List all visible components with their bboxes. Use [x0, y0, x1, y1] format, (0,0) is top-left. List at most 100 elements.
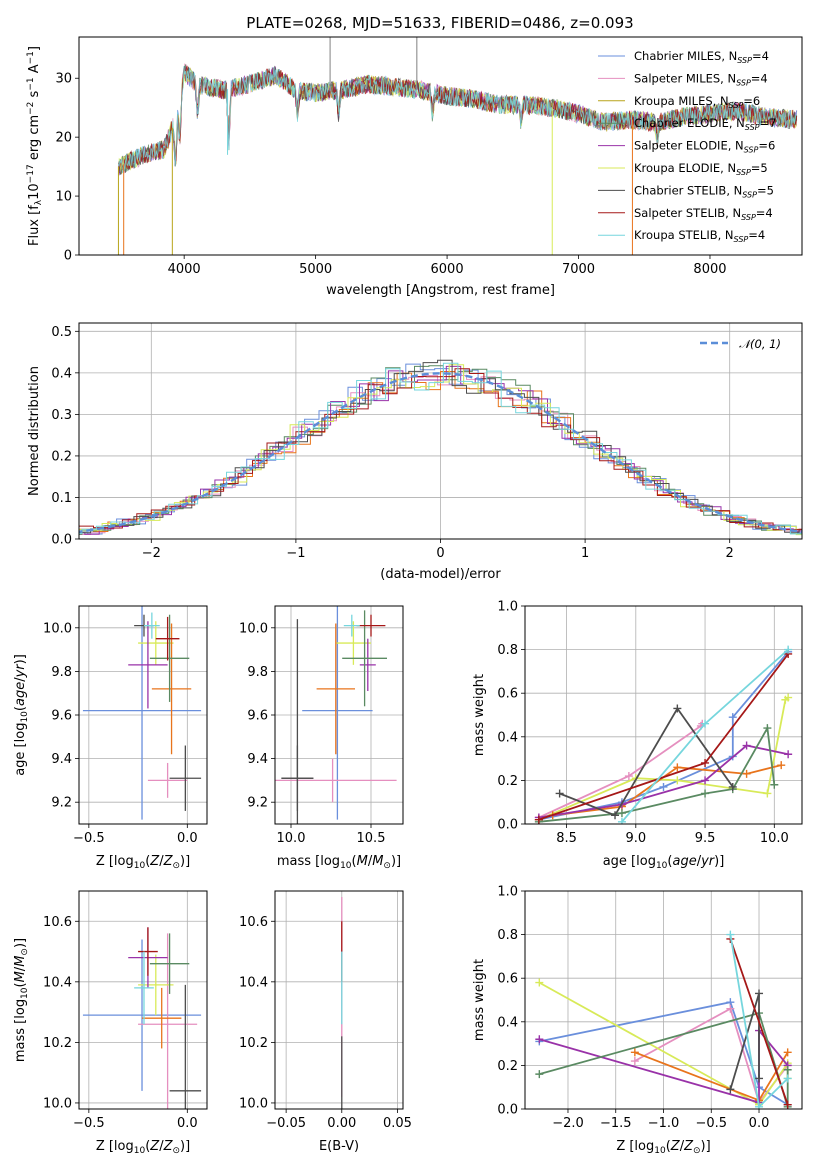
weight-point-marker: [535, 978, 544, 987]
label-part: (: [145, 1139, 150, 1154]
x-tick-label: 9.5: [695, 831, 716, 846]
x-tick-label: 0.05: [383, 1116, 412, 1131]
legend-count: =5: [751, 161, 768, 175]
x-tick-label: 2: [726, 546, 734, 561]
x-tick-label: −0.05: [266, 1116, 306, 1131]
label-part: λ: [34, 199, 44, 205]
y-tick-label: 9.2: [51, 796, 72, 811]
label-part: yr: [13, 663, 28, 679]
legend-count: =7: [760, 116, 777, 130]
spectrum-series-line: [118, 65, 798, 174]
label-part: mass [log: [13, 999, 28, 1062]
spectrum-lines: [117, 37, 798, 255]
y-tick-label: 0.8: [497, 643, 518, 658]
y-tick-label: 0.4: [497, 1015, 518, 1030]
x-tick-label: 0: [436, 546, 444, 561]
y-tick-label: 9.6: [51, 709, 72, 724]
y-tick-label: 10.4: [239, 975, 268, 990]
weight-point-marker: [624, 772, 633, 781]
weight-point-marker: [701, 789, 710, 798]
weight-point-marker: [673, 776, 682, 785]
label-part: −17: [26, 164, 36, 183]
x-tick-label: 5000: [299, 262, 332, 277]
errorbars-mass_vs_Z: [82, 927, 202, 1109]
y-tick-label: 10.6: [239, 915, 268, 930]
y-axis-label: Flux [fλ10−17 erg cm−2 s−1 A−1]: [26, 46, 44, 246]
weight-point-marker: [535, 1035, 544, 1044]
label-part: /: [159, 1139, 164, 1154]
y-tick-label: 0.6: [497, 687, 518, 702]
axes-mass_vs_Z: −0.5 0.0 10.0 10.2 10.4 10.6: [43, 891, 207, 1131]
label-part: /: [159, 854, 164, 869]
legend-count: =6: [743, 94, 760, 108]
axes-weight_vs_age: 8.5 9.0 9.5 10.0 0.0 0.2 0.4 0.6 0.8 1.0: [497, 600, 802, 846]
x-axis-label: Z [log10(Z/Z⊙)]: [616, 1139, 710, 1156]
x-tick-label: 4000: [168, 262, 201, 277]
x-tick-label: 10.5: [357, 831, 386, 846]
legend-label: Chabrier ELODIE, NSSP=7: [634, 116, 776, 132]
x-tick-label: 10.0: [760, 831, 789, 846]
label-part: (: [352, 854, 357, 869]
y-tick-label: 0.8: [497, 928, 518, 943]
legend-label: Salpeter MILES, NSSP=4: [634, 71, 768, 87]
y-tick-label: 10.0: [43, 1096, 72, 1111]
legend-text: Kroupa STELIB, N: [634, 228, 734, 242]
x-tick-label: −2.0: [552, 1116, 584, 1131]
x-tick-label: 0.0: [749, 1116, 770, 1131]
weight-point-marker: [726, 1004, 735, 1013]
x-tick-label: −1: [286, 546, 305, 561]
axes-age_vs_Z: −0.5 0.0 9.2 9.4 9.6 9.8 10.0: [43, 606, 207, 846]
label-part: age: [672, 854, 696, 869]
weight-point-marker: [701, 758, 710, 767]
x-tick-label: 6000: [431, 262, 464, 277]
label-part: )]: [391, 854, 401, 869]
frame-mass_vs_Z: [78, 890, 208, 1110]
y-axis-label: mass [log10(M/M⊙)]: [13, 938, 30, 1062]
weight-point-marker: [742, 741, 751, 750]
label-part: )]: [714, 854, 724, 869]
weight-series-line: [539, 1011, 789, 1108]
label-part: Flux [f: [27, 205, 42, 246]
y-tick-label: 0.3: [51, 408, 72, 423]
y-tick-label: 9.4: [51, 752, 72, 767]
residuals-frame: [78, 322, 803, 540]
y-tick-label: 10.6: [43, 915, 72, 930]
label-part: 10: [134, 1146, 146, 1156]
weight-point-marker: [755, 1074, 764, 1083]
legend-label: Kroupa STELIB, NSSP=4: [634, 228, 765, 244]
weight-point-marker: [673, 704, 682, 713]
y-axis-label: mass weight: [472, 674, 487, 756]
axes-spectrum: 4000 5000 6000 7000 8000 0 10 20 30: [55, 72, 726, 277]
weight-point-marker: [555, 789, 564, 798]
label-part: −1: [26, 51, 36, 64]
axes-mass_vs_ebv: −0.05 0.00 0.05 10.0 10.2 10.4 10.6: [239, 891, 412, 1131]
label-part: 10: [134, 861, 146, 871]
legend-count: =4: [751, 71, 768, 85]
weight-point-marker: [755, 1102, 764, 1109]
legend-sub: SSP: [736, 78, 751, 87]
label-part: s: [27, 90, 42, 101]
x-tick-label: −2: [142, 546, 161, 561]
legend-text: Chabrier ELODIE, N: [634, 116, 745, 130]
legend-sub: SSP: [742, 190, 757, 199]
chart-title: PLATE=0268, MJD=51633, FIBERID=0486, z=0…: [246, 14, 633, 32]
legend-label: Kroupa MILES, NSSP=6: [634, 94, 760, 110]
label-part: (: [13, 706, 28, 711]
x-axis-label: (data-model)/error: [380, 567, 501, 582]
x-tick-label: −1.5: [600, 1116, 632, 1131]
weight-series-line: [539, 1001, 789, 1106]
x-tick-label: 0.00: [327, 1116, 356, 1131]
legend-label: Kroupa ELODIE, NSSP=5: [634, 161, 768, 177]
y-tick-label: 9.4: [247, 752, 268, 767]
y-tick-label: 10.0: [43, 621, 72, 636]
y-axis-label: mass weight: [472, 959, 487, 1041]
label-part: erg cm: [27, 115, 42, 164]
x-axis-label: E(B-V): [319, 1139, 359, 1154]
errorbars-age_vs_mass: [275, 606, 397, 824]
label-part: )]: [13, 654, 28, 664]
legend-count: =5: [757, 183, 774, 197]
histogram-step: [79, 362, 802, 535]
label-part: /: [697, 854, 702, 869]
axes-residuals: −2 −1 0 1 2 0.0 0.1 0.2 0.3 0.4 0.5: [51, 323, 802, 561]
